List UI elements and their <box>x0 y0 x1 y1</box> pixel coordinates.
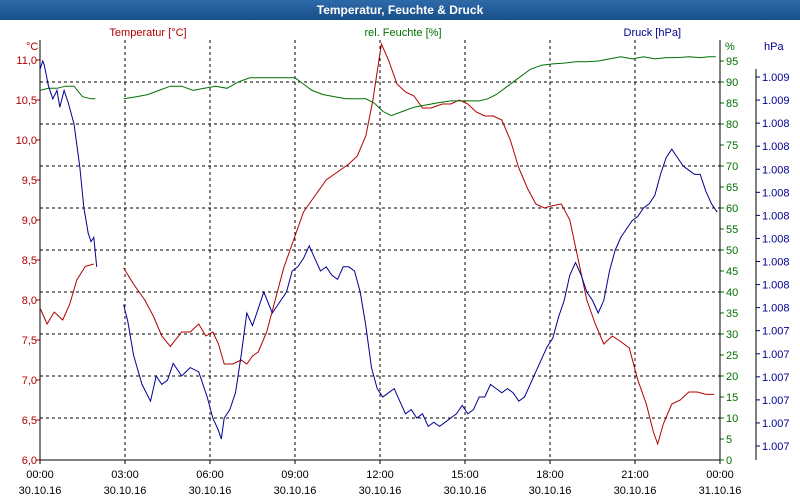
right1-tick-label: 0 <box>726 455 732 467</box>
series-line-left <box>39 263 94 326</box>
weather-chart: 00:00 30.10.16 03:00 30.10.16 06:00 30.10.16 0… <box>16 27 790 497</box>
x-tick-label-time: 00:00 <box>706 469 734 481</box>
right1-tick-label: 55 <box>726 224 738 236</box>
left-tick-label: 7,5 <box>22 335 37 347</box>
right1-tick-label: 40 <box>726 287 738 299</box>
window-title: Temperatur, Feuchte & Druck <box>0 0 800 20</box>
left-tick-label: 11,0 <box>16 55 37 67</box>
left-tick-label: 10,0 <box>16 135 37 147</box>
left-tick-label: 8,5 <box>22 255 37 267</box>
left-tick-label: 9,5 <box>22 175 37 187</box>
left-tick-label: 8,0 <box>22 295 37 307</box>
right1-axis-unit: % <box>725 41 735 53</box>
left-axis-unit: °C <box>26 41 38 53</box>
x-tick-label-date: 30.10.16 <box>189 485 232 497</box>
x-tick-label-time: 06:00 <box>196 469 224 481</box>
right2-tick-label: 1.008 <box>762 303 790 315</box>
x-tick-label-time: 18:00 <box>536 469 564 481</box>
right1-tick-label: 25 <box>726 350 738 362</box>
left-tick-label: 6,5 <box>22 415 37 427</box>
right1-tick-label: 80 <box>726 119 738 131</box>
right2-tick-label: 1.008 <box>762 118 790 130</box>
right1-tick-label: 5 <box>726 434 732 446</box>
right2-tick-label: 1.009 <box>762 72 790 84</box>
series-line-right1 <box>39 85 96 100</box>
right2-tick-label: 1.007 <box>762 326 790 338</box>
right1-tick-label: 10 <box>726 413 738 425</box>
x-tick-label-date: 30.10.16 <box>274 485 317 497</box>
right2-tick-label: 1.008 <box>762 141 790 153</box>
right2-tick-label: 1.007 <box>762 395 790 407</box>
x-tick-label-time: 21:00 <box>621 469 649 481</box>
right1-tick-label: 20 <box>726 371 738 383</box>
right1-tick-label: 75 <box>726 140 738 152</box>
right1-tick-label: 70 <box>726 161 738 173</box>
right1-tick-label: 30 <box>726 329 738 341</box>
series-line-right1 <box>123 56 716 117</box>
series-line-right2 <box>123 148 718 440</box>
left-axis-label: Temperatur [°C] <box>109 27 186 39</box>
right2-axis-unit: hPa <box>764 41 784 53</box>
right1-tick-label: 60 <box>726 203 738 215</box>
right2-tick-label: 1.008 <box>762 187 790 199</box>
right1-tick-label: 15 <box>726 392 738 404</box>
x-tick-label-date: 30.10.16 <box>359 485 402 497</box>
right2-tick-label: 1.008 <box>762 210 790 222</box>
x-tick-label-date: 30.10.16 <box>529 485 572 497</box>
right1-axis-label: rel. Feuchte [%] <box>364 27 441 39</box>
right1-tick-label: 85 <box>726 98 738 110</box>
right2-tick-label: 1.007 <box>762 349 790 361</box>
right2-tick-label: 1.008 <box>762 257 790 269</box>
right2-tick-label: 1.009 <box>762 95 790 107</box>
x-tick-label-time: 00:00 <box>26 469 54 481</box>
x-tick-label-time: 03:00 <box>111 469 139 481</box>
grid-lines <box>40 40 720 460</box>
series-line-left <box>123 42 715 446</box>
right1-tick-label: 65 <box>726 182 738 194</box>
x-tick-label-date: 31.10.16 <box>699 485 742 497</box>
right2-tick-label: 1.008 <box>762 164 790 176</box>
axes: 00:00 30.10.16 03:00 30.10.16 06:00 30.10.16 0… <box>16 40 790 497</box>
x-tick-label-date: 30.10.16 <box>614 485 657 497</box>
right2-tick-label: 1.007 <box>762 418 790 430</box>
x-tick-label-date: 30.10.16 <box>444 485 487 497</box>
right2-axis-label: Druck [hPa] <box>624 27 681 39</box>
right2-tick-label: 1.008 <box>762 233 790 245</box>
series-line-right2 <box>39 59 98 267</box>
right1-tick-label: 45 <box>726 266 738 278</box>
axis-labels: °C Temperatur [°C] rel. Feuchte [%] % Dr… <box>26 27 784 53</box>
left-tick-label: 10,5 <box>16 95 37 107</box>
right1-tick-label: 50 <box>726 245 738 257</box>
right2-tick-label: 1.007 <box>762 441 790 453</box>
x-tick-label-date: 30.10.16 <box>19 485 62 497</box>
left-tick-label: 6,0 <box>22 455 37 467</box>
x-tick-label-time: 12:00 <box>366 469 394 481</box>
x-tick-label-date: 30.10.16 <box>104 485 147 497</box>
right1-tick-label: 35 <box>726 308 738 320</box>
x-tick-label-time: 09:00 <box>281 469 309 481</box>
left-tick-label: 9,0 <box>22 215 37 227</box>
right1-tick-label: 90 <box>726 77 738 89</box>
left-tick-label: 7,0 <box>22 375 37 387</box>
right2-tick-label: 1.007 <box>762 372 790 384</box>
right1-tick-label: 95 <box>726 56 738 68</box>
right2-tick-label: 1.008 <box>762 280 790 292</box>
x-tick-label-time: 15:00 <box>451 469 479 481</box>
series-lines <box>39 42 718 446</box>
